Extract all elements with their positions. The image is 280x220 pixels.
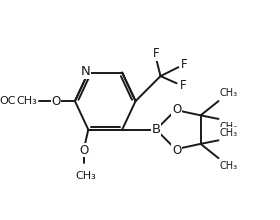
Text: O: O xyxy=(52,95,61,108)
Text: F: F xyxy=(179,79,186,92)
Text: CH₃: CH₃ xyxy=(219,122,237,132)
Text: O: O xyxy=(172,144,181,157)
Text: O: O xyxy=(79,144,88,157)
Text: B: B xyxy=(151,123,161,136)
Text: O: O xyxy=(172,103,181,116)
Text: N: N xyxy=(81,65,90,78)
Text: F: F xyxy=(181,58,188,71)
Text: CH₃: CH₃ xyxy=(219,161,237,171)
Text: CH₃: CH₃ xyxy=(75,171,96,181)
Text: OCH₃: OCH₃ xyxy=(0,96,29,106)
Text: CH₃: CH₃ xyxy=(219,128,237,138)
Text: CH₃: CH₃ xyxy=(219,88,237,98)
Text: CH₃: CH₃ xyxy=(17,96,38,106)
Text: F: F xyxy=(153,47,159,60)
